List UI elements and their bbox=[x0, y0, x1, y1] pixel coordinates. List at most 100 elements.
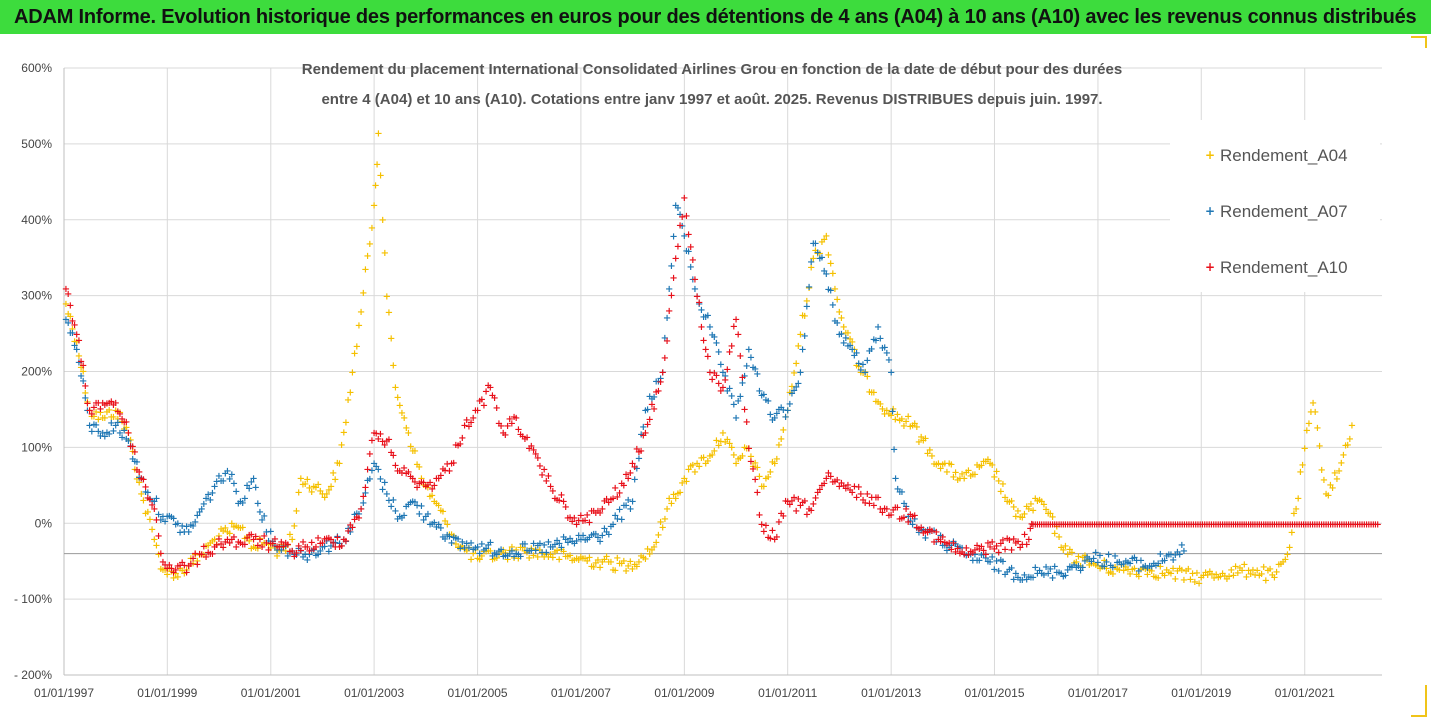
data-point: + bbox=[1244, 519, 1252, 530]
data-point: + bbox=[770, 413, 778, 424]
frame-corner-bottom-right bbox=[1411, 685, 1427, 717]
data-point: + bbox=[1212, 569, 1220, 580]
data-point: + bbox=[316, 538, 324, 549]
data-point: + bbox=[773, 409, 781, 420]
data-point: + bbox=[348, 523, 356, 534]
data-point: + bbox=[378, 485, 386, 496]
data-point: + bbox=[975, 555, 983, 566]
data-point: + bbox=[736, 351, 744, 362]
data-point: + bbox=[932, 537, 940, 548]
data-point: + bbox=[1020, 530, 1028, 541]
data-point: + bbox=[755, 386, 763, 397]
data-point: + bbox=[1066, 544, 1074, 555]
data-point: + bbox=[361, 265, 369, 276]
data-point: + bbox=[90, 411, 98, 422]
data-point: + bbox=[228, 534, 236, 545]
data-point: + bbox=[618, 515, 626, 526]
data-point: + bbox=[1257, 519, 1265, 530]
data-point: + bbox=[951, 467, 959, 478]
data-point: + bbox=[64, 318, 72, 329]
data-point: + bbox=[432, 474, 440, 485]
data-point: + bbox=[92, 398, 100, 409]
data-point: + bbox=[1137, 556, 1145, 567]
data-point: + bbox=[736, 391, 744, 402]
data-point: + bbox=[1158, 556, 1166, 567]
data-point: + bbox=[234, 523, 242, 534]
data-point: + bbox=[876, 334, 884, 345]
data-point: + bbox=[1169, 564, 1177, 575]
data-point: + bbox=[835, 330, 843, 341]
data-point: + bbox=[370, 201, 378, 212]
data-point: + bbox=[1007, 496, 1015, 507]
data-point: + bbox=[568, 516, 576, 527]
data-point: + bbox=[122, 423, 130, 434]
data-point: + bbox=[844, 341, 852, 352]
data-point: + bbox=[822, 474, 830, 485]
data-point: + bbox=[826, 259, 834, 270]
data-point: + bbox=[1115, 565, 1123, 576]
data-point: + bbox=[1081, 550, 1089, 561]
data-point: + bbox=[167, 564, 175, 575]
data-point: + bbox=[525, 443, 533, 454]
data-point: + bbox=[577, 534, 585, 545]
data-point: + bbox=[1074, 552, 1082, 563]
data-point: + bbox=[710, 368, 718, 379]
data-point: + bbox=[966, 549, 974, 560]
data-point: + bbox=[1151, 519, 1159, 530]
data-point: + bbox=[303, 555, 311, 566]
data-point: + bbox=[710, 446, 718, 457]
data-point: + bbox=[1098, 562, 1106, 573]
data-point: + bbox=[734, 396, 742, 407]
data-point: + bbox=[958, 469, 966, 480]
data-point: + bbox=[1117, 519, 1125, 530]
data-point: + bbox=[297, 474, 305, 485]
data-point: + bbox=[81, 381, 89, 392]
data-point: + bbox=[717, 360, 725, 371]
data-point: + bbox=[1055, 568, 1063, 579]
data-point: + bbox=[1016, 575, 1024, 586]
data-point: + bbox=[708, 330, 716, 341]
data-point: + bbox=[387, 501, 395, 512]
data-point: + bbox=[818, 480, 826, 491]
data-point: + bbox=[144, 507, 152, 518]
data-point: + bbox=[327, 481, 335, 492]
data-point: + bbox=[66, 312, 74, 323]
data-point: + bbox=[805, 282, 813, 293]
data-point: + bbox=[672, 201, 680, 212]
data-point: + bbox=[945, 459, 953, 470]
data-point: + bbox=[83, 405, 91, 416]
data-point: + bbox=[1018, 512, 1026, 523]
data-point: + bbox=[141, 487, 149, 498]
data-point: + bbox=[852, 360, 860, 371]
data-point: + bbox=[997, 538, 1005, 549]
data-point: + bbox=[94, 415, 102, 426]
data-point: + bbox=[1095, 519, 1103, 530]
data-point: + bbox=[596, 562, 604, 573]
data-point: + bbox=[773, 454, 781, 465]
data-point: + bbox=[1093, 519, 1101, 530]
data-point: + bbox=[180, 568, 188, 579]
data-point: + bbox=[1126, 559, 1134, 570]
data-point: + bbox=[900, 421, 908, 432]
data-point: + bbox=[1142, 519, 1150, 530]
data-point: + bbox=[639, 422, 647, 433]
data-point: + bbox=[646, 415, 654, 426]
data-point: + bbox=[1309, 398, 1317, 409]
data-point: + bbox=[661, 353, 669, 364]
data-point: + bbox=[712, 338, 720, 349]
data-point: + bbox=[557, 490, 565, 501]
data-point: + bbox=[126, 441, 134, 452]
data-point: + bbox=[749, 464, 757, 475]
data-point: + bbox=[887, 368, 895, 379]
data-point: + bbox=[413, 460, 421, 471]
data-point: + bbox=[169, 573, 177, 584]
data-point: + bbox=[1160, 570, 1168, 581]
data-point: + bbox=[301, 550, 309, 561]
data-point: + bbox=[889, 505, 897, 516]
data-point: + bbox=[1022, 501, 1030, 512]
data-point: + bbox=[527, 543, 535, 554]
data-point: + bbox=[1178, 519, 1186, 530]
data-point: + bbox=[476, 549, 484, 560]
data-point: + bbox=[471, 543, 479, 554]
data-point: + bbox=[1104, 568, 1112, 579]
